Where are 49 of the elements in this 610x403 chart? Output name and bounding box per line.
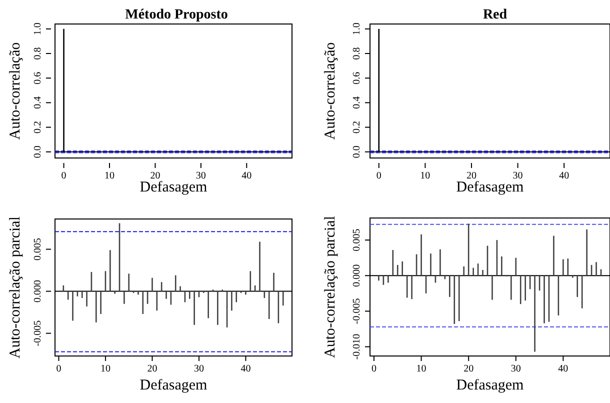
y-axis-title: Auto-correlação — [322, 42, 338, 140]
x-tick-label: 30 — [510, 364, 521, 374]
y-tick-label: 0.4 — [32, 96, 44, 109]
y-tick-label: 0.8 — [352, 47, 362, 60]
x-tick-label: 40 — [242, 170, 252, 182]
y-tick-label: -0.010 — [352, 334, 362, 360]
x-tick-label: 10 — [420, 170, 430, 182]
x-tick-label: 30 — [512, 170, 523, 182]
x-axis-title: Defasagem — [140, 378, 208, 394]
y-tick-label: 0.000 — [352, 264, 362, 287]
chart-title: Red — [482, 8, 508, 22]
y-axis-title: Auto-correlação — [8, 42, 24, 140]
x-tick-label: 40 — [559, 170, 570, 182]
x-tick-label: 20 — [464, 364, 474, 374]
x-tick-label: 20 — [466, 170, 476, 182]
x-tick-label: 0 — [56, 364, 62, 374]
y-tick-label: 0.4 — [352, 96, 362, 109]
x-tick-label: 0 — [61, 170, 66, 182]
y-tick-label: 1.0 — [352, 22, 362, 36]
y-tick-label: -0.005 — [352, 298, 362, 324]
y-tick-label: 0.000 — [32, 280, 44, 303]
x-tick-label: 20 — [150, 170, 160, 182]
x-axis-title: Defasagem — [456, 180, 524, 196]
y-tick-label: 0.0 — [352, 146, 362, 158]
y-tick-label: 0.8 — [32, 47, 44, 60]
y-tick-label: 0.2 — [352, 121, 362, 134]
x-tick-label: 20 — [147, 364, 158, 374]
y-tick-label: -0.005 — [32, 320, 44, 346]
x-tick-label: 10 — [104, 170, 114, 182]
y-tick-label: 0.0 — [32, 146, 44, 158]
x-tick-label: 40 — [240, 364, 251, 374]
x-tick-label: 30 — [194, 364, 204, 374]
x-tick-label: 0 — [376, 170, 382, 182]
y-tick-label: 0.005 — [352, 228, 362, 252]
x-tick-label: 30 — [196, 170, 206, 182]
y-axis-title: Auto-correlação parcial — [322, 216, 338, 358]
y-axis-title: Auto-correlação parcial — [8, 216, 24, 358]
x-axis-title: Defasagem — [140, 180, 208, 196]
chart-title: Método Proposto — [125, 8, 228, 22]
y-tick-label: 1.0 — [32, 22, 44, 36]
x-axis-title: Defasagem — [456, 378, 524, 394]
y-tick-label: 0.6 — [32, 72, 44, 84]
x-tick-label: 40 — [558, 364, 568, 374]
y-tick-label: 0.005 — [32, 238, 44, 261]
x-tick-label: 0 — [371, 364, 376, 374]
x-tick-label: 10 — [416, 364, 426, 374]
y-tick-label: 0.6 — [352, 72, 362, 84]
y-tick-label: 0.2 — [32, 121, 44, 134]
x-tick-label: 10 — [100, 364, 110, 374]
